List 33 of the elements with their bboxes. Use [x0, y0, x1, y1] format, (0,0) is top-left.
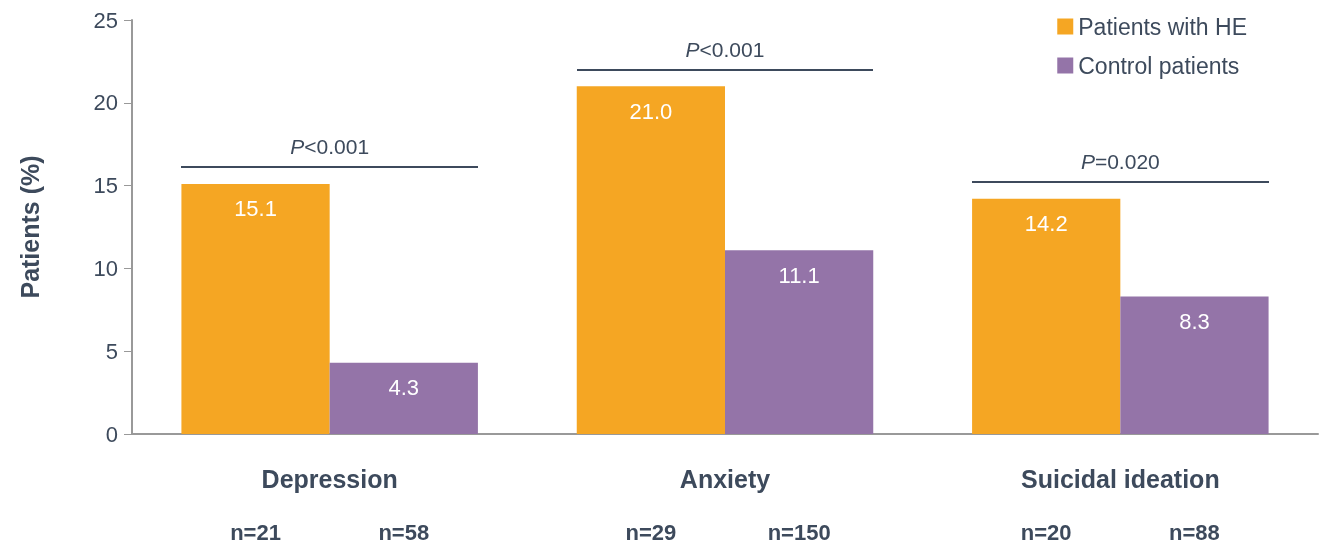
text: n=29 [625, 519, 677, 544]
x-tick-label: Anxiety [679, 464, 771, 493]
data-label: 21.0 [629, 98, 673, 124]
x-tick-label: Depression [261, 464, 398, 493]
data-label: 8.3 [1179, 309, 1210, 335]
y-tick-label: 0 [105, 421, 118, 447]
y-tick-label: 20 [93, 90, 118, 116]
data-label: 11.1 [778, 262, 820, 288]
y-tick-label: 15 [93, 173, 118, 199]
data-label: 15.1 [234, 196, 277, 222]
bar [181, 183, 330, 434]
data-label: 4.3 [388, 375, 420, 401]
legend-label: Control patients [1078, 52, 1240, 79]
y-axis-title: Patients (%) [15, 155, 44, 299]
text: n=21 [230, 519, 281, 544]
text: n=150 [767, 519, 831, 544]
bar [576, 86, 725, 434]
annotation: P<0.001 [290, 135, 370, 159]
text: n=58 [378, 519, 430, 544]
legend-label: Patients with HE [1078, 13, 1248, 40]
annotation: P<0.001 [685, 37, 765, 61]
data-label: 14.2 [1024, 211, 1068, 237]
annotation: P=0.020 [1080, 150, 1160, 174]
y-tick-label: 10 [93, 255, 118, 281]
text: n=20 [1020, 519, 1072, 544]
y-tick-label: 25 [93, 7, 118, 33]
x-tick-label: Suicidal ideation [1021, 464, 1220, 493]
text: n=88 [1169, 519, 1220, 544]
y-tick-label: 5 [105, 338, 118, 364]
bar [1120, 296, 1269, 434]
bar [329, 362, 478, 434]
bar [972, 198, 1121, 434]
bar [725, 250, 874, 434]
